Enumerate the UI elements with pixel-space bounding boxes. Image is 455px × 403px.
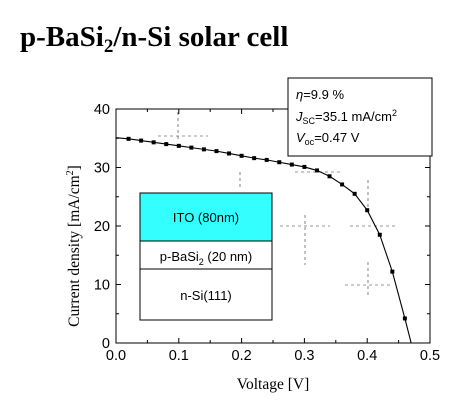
data-point	[352, 191, 357, 196]
y-tick-label: 30	[94, 161, 110, 177]
data-point	[289, 162, 294, 167]
x-tick-label: 0.3	[294, 348, 314, 364]
data-point	[264, 157, 269, 162]
x-tick-label: 0.2	[232, 348, 252, 364]
y-tick-label: 10	[94, 278, 110, 294]
data-point	[402, 316, 407, 321]
device-structure: ITO (80nm) p-BaSi2 (20 nm) n-Si(111)	[139, 192, 273, 321]
jsc-text: JSC=35.1 mA/cm2	[295, 108, 397, 126]
y-axis-label: Current density [mA/cm2]	[65, 165, 83, 327]
n-si-layer	[139, 268, 273, 321]
data-point	[139, 138, 144, 143]
data-point	[176, 143, 181, 148]
data-point	[302, 164, 307, 169]
x-tick-label: 0.0	[106, 348, 126, 364]
y-tick-label: 20	[94, 219, 110, 235]
page-title: p-BaSi2/n-Si solar cell	[20, 21, 288, 57]
y-axis: 0 10 20 30 40	[94, 102, 430, 352]
ito-layer	[139, 192, 273, 242]
ito-label: ITO (80nm)	[173, 210, 239, 225]
x-tick-label: 0.5	[420, 348, 440, 364]
series-group	[115, 136, 412, 344]
data-point	[214, 149, 219, 154]
voc-text: Voc=0.47 V	[296, 130, 360, 147]
x-tick-label: 0.4	[357, 348, 377, 364]
data-point	[239, 153, 244, 158]
data-point	[314, 168, 319, 173]
y-tick-label: 40	[94, 102, 110, 118]
data-point	[252, 156, 257, 161]
x-axis: 0.0 0.1 0.2 0.3 0.4 0.5	[106, 109, 440, 364]
data-point	[365, 208, 370, 213]
p-basi2-layer	[139, 240, 273, 270]
n-si-label: n-Si(111)	[180, 288, 232, 303]
helper-lines	[158, 112, 395, 298]
data-point	[277, 160, 282, 165]
data-point	[164, 142, 169, 147]
parameters-box: η=9.9 % JSC=35.1 mA/cm2 Voc=0.47 V	[287, 77, 433, 157]
data-point	[151, 140, 156, 145]
data-point	[126, 136, 131, 141]
data-point	[377, 232, 382, 237]
data-point	[327, 174, 332, 179]
x-tick-label: 0.1	[169, 348, 189, 364]
efficiency-text: η=9.9 %	[296, 87, 344, 102]
data-point	[227, 151, 232, 156]
data-point	[189, 145, 194, 150]
parameters-frame	[287, 77, 433, 157]
x-axis-label: Voltage [V]	[237, 376, 309, 393]
data-point	[340, 182, 345, 187]
data-point	[390, 269, 395, 274]
p-basi2-label: p-BaSi2 (20 nm)	[160, 249, 252, 267]
y-tick-label: 0	[102, 336, 110, 352]
data-point	[201, 147, 206, 152]
